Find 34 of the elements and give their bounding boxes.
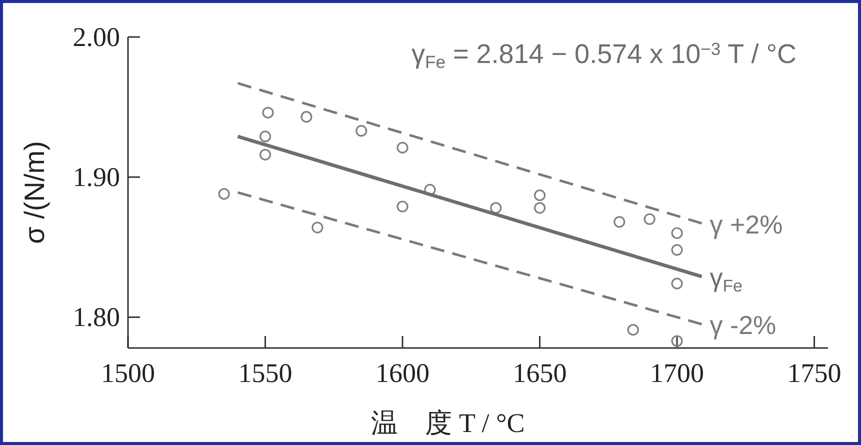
series-label: γ$_{Fe}$ [710,262,742,296]
annotation: γ$_{Fe}$ = 2.814 − 0.574 x 10$^{−3}$ T / °C [411,38,797,72]
point [644,213,656,225]
point [534,202,546,214]
point [356,125,368,137]
y-tick-label: 1.90 [72,162,120,192]
point [671,335,683,347]
point [671,244,683,256]
series-label: γ -2% [710,310,776,340]
point [534,190,546,202]
x-tick-label: 1750 [787,358,842,388]
x-tick-label: 1550 [238,358,292,388]
point [614,216,626,228]
point [490,202,502,214]
y-tick-label: 1.80 [72,302,120,332]
point [396,200,408,212]
point [671,278,683,290]
point [300,111,312,123]
x-tick-label: 1700 [650,358,704,388]
y-axis-title: σ /(N/m) [19,141,50,244]
point [627,324,639,336]
x-tick-label: 1600 [376,358,430,388]
series-label: γ +2% [710,209,783,240]
point [262,106,274,118]
point [218,188,230,200]
point [671,227,683,239]
x-tick-label: 1650 [512,358,567,388]
point [396,142,408,154]
x-axis-title: 温 度 T / °C [371,408,525,438]
point [259,130,272,142]
y-tick-label: 2.00 [72,22,120,52]
x-tick-label: 1500 [101,358,155,388]
point [259,148,272,160]
point [312,222,324,234]
